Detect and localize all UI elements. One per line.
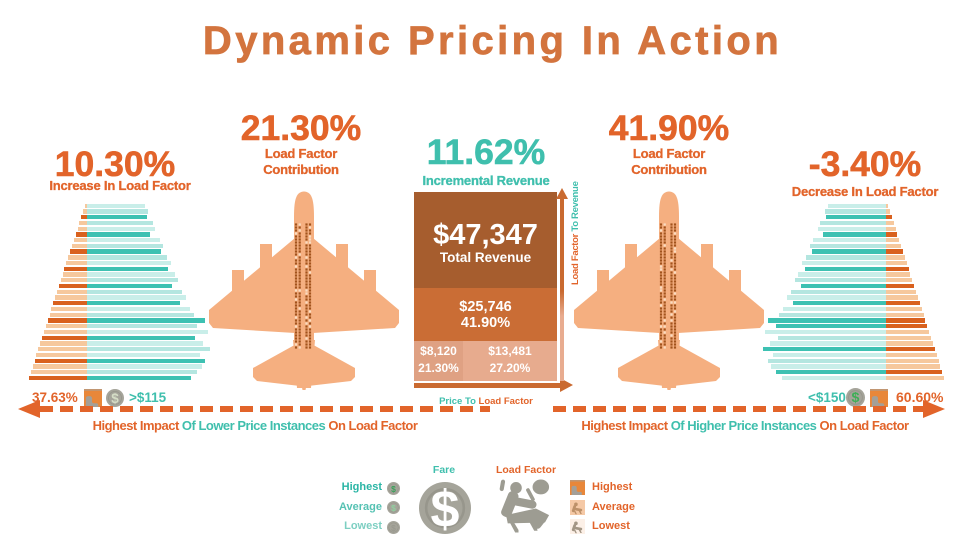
svg-text:$: $ (391, 483, 396, 493)
svg-text:$: $ (111, 391, 119, 406)
svg-text:$: $ (391, 503, 396, 513)
svg-text:$: $ (852, 390, 860, 406)
svg-text:$: $ (431, 482, 460, 534)
svg-text:$: $ (391, 522, 396, 532)
